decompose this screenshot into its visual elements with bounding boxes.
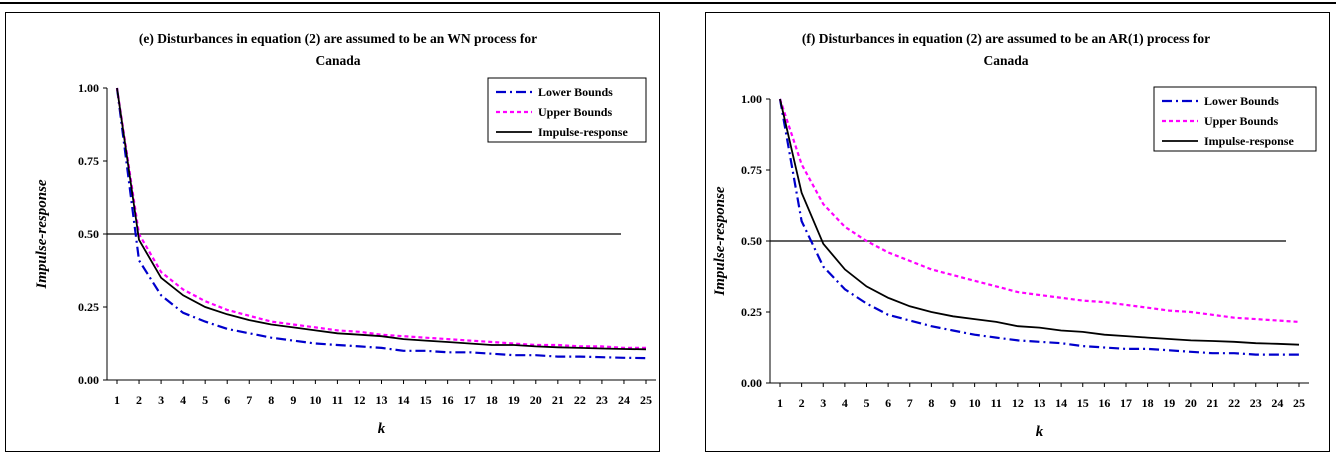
chart-e-title: (e) Disturbances in equation (2) are ass… <box>139 31 537 46</box>
chart-e-x-axis-label: k <box>378 421 386 437</box>
chart-e-svg: (e) Disturbances in equation (2) are ass… <box>34 31 656 437</box>
chart-e-x-tick-label: 9 <box>290 393 296 407</box>
chart-e-subtitle: Canada <box>315 53 360 68</box>
chart-f-x-tick-label: 7 <box>907 396 913 410</box>
chart-f-x-tick-label: 8 <box>928 396 934 410</box>
chart-e-x-tick-label: 5 <box>202 393 208 407</box>
chart-f-x-tick-label: 15 <box>1077 396 1089 410</box>
chart-f-series-impulse-response <box>779 98 1300 346</box>
chart-e-legend-label: Impulse-response <box>538 125 628 139</box>
chart-e-x-tick-label: 2 <box>136 393 142 407</box>
chart-panel-f: (f) Disturbances in equation (2) are ass… <box>705 12 1330 452</box>
chart-f-x-tick-label: 13 <box>1034 396 1046 410</box>
chart-f-y-tick-label: 1.00 <box>741 92 762 106</box>
chart-e-x-tick-label: 10 <box>309 393 321 407</box>
chart-f-y-tick-label: 0.75 <box>741 163 762 177</box>
chart-f-series-lower-bounds <box>778 98 1299 356</box>
chart-f-x-tick-label: 17 <box>1120 396 1132 410</box>
chart-f-x-tick-label: 18 <box>1142 396 1154 410</box>
chart-f-x-tick-label: 14 <box>1055 396 1067 410</box>
chart-f-series-upper-bounds <box>778 98 1300 323</box>
chart-f-x-tick-label: 6 <box>885 396 891 410</box>
chart-e-x-tick-label: 15 <box>420 393 432 407</box>
chart-e-x-tick-label: 13 <box>376 393 388 407</box>
chart-e-x-tick-label: 7 <box>246 393 252 407</box>
chart-f-x-tick-label: 3 <box>820 396 826 410</box>
chart-f-y-tick-label: 0.25 <box>741 305 762 319</box>
chart-f-x-tick-label: 11 <box>991 396 1002 410</box>
chart-e-legend-label: Lower Bounds <box>538 85 613 99</box>
chart-e-x-tick-label: 14 <box>398 393 410 407</box>
chart-f-x-tick-label: 2 <box>799 396 805 410</box>
chart-e-x-tick-label: 17 <box>464 393 476 407</box>
chart-f-x-tick-label: 24 <box>1271 396 1283 410</box>
chart-f-subtitle: Canada <box>983 53 1028 68</box>
chart-e-y-tick-label: 1.00 <box>78 81 99 95</box>
chart-f-x-tick-label: 16 <box>1098 396 1110 410</box>
chart-e-x-tick-label: 11 <box>332 393 343 407</box>
chart-panel-e: (e) Disturbances in equation (2) are ass… <box>5 12 660 452</box>
chart-e-y-tick-label: 0.50 <box>78 227 99 241</box>
chart-e-x-tick-label: 6 <box>224 393 230 407</box>
chart-f-x-tick-label: 22 <box>1228 396 1240 410</box>
chart-e-x-tick-label: 22 <box>574 393 586 407</box>
chart-f-x-axis-label: k <box>1036 424 1044 440</box>
chart-f-x-tick-label: 5 <box>864 396 870 410</box>
chart-e-y-tick-label: 0.00 <box>78 373 99 387</box>
chart-f-legend-label: Upper Bounds <box>1204 114 1278 128</box>
chart-f-x-tick-label: 12 <box>1012 396 1024 410</box>
chart-e-series-impulse-response <box>116 87 647 351</box>
chart-f-title: (f) Disturbances in equation (2) are ass… <box>802 31 1210 46</box>
chart-f-x-tick-label: 10 <box>969 396 981 410</box>
chart-e-x-tick-label: 25 <box>640 393 652 407</box>
chart-f-x-tick-label: 21 <box>1207 396 1219 410</box>
chart-e-x-tick-label: 20 <box>530 393 542 407</box>
chart-e-x-tick-label: 19 <box>508 393 520 407</box>
chart-f-x-tick-label: 4 <box>842 396 848 410</box>
top-rule <box>0 2 1336 4</box>
chart-f-x-tick-label: 20 <box>1185 396 1197 410</box>
chart-f-x-tick-label: 23 <box>1250 396 1262 410</box>
chart-e-y-tick-label: 0.25 <box>78 300 99 314</box>
chart-e-x-tick-label: 12 <box>353 393 365 407</box>
chart-e-x-tick-label: 4 <box>180 393 186 407</box>
chart-e-series-lower-bounds <box>115 87 647 360</box>
chart-e-x-tick-label: 24 <box>618 393 630 407</box>
chart-e-x-tick-label: 16 <box>442 393 454 407</box>
chart-f-legend-label: Lower Bounds <box>1204 94 1279 108</box>
chart-f-y-tick-label: 0.00 <box>741 376 762 390</box>
chart-e-x-tick-label: 8 <box>268 393 274 407</box>
chart-e-x-tick-label: 3 <box>158 393 164 407</box>
chart-f-x-tick-label: 25 <box>1293 396 1305 410</box>
chart-e-x-tick-label: 21 <box>552 393 564 407</box>
chart-f-y-axis-label: Impulse-response <box>712 186 728 297</box>
chart-e-x-tick-label: 1 <box>114 393 120 407</box>
chart-e-x-tick-label: 23 <box>596 393 608 407</box>
chart-f-x-tick-label: 9 <box>950 396 956 410</box>
chart-f-x-tick-label: 19 <box>1163 396 1175 410</box>
chart-f-legend-label: Impulse-response <box>1204 134 1294 148</box>
chart-e-y-axis-label: Impulse-response <box>34 179 50 290</box>
chart-e-x-tick-label: 18 <box>486 393 498 407</box>
chart-e-legend-label: Upper Bounds <box>538 105 612 119</box>
chart-f-x-tick-label: 1 <box>777 396 783 410</box>
chart-f-svg: (f) Disturbances in equation (2) are ass… <box>712 31 1317 440</box>
chart-e-y-tick-label: 0.75 <box>78 154 99 168</box>
chart-f-y-tick-label: 0.50 <box>741 234 762 248</box>
